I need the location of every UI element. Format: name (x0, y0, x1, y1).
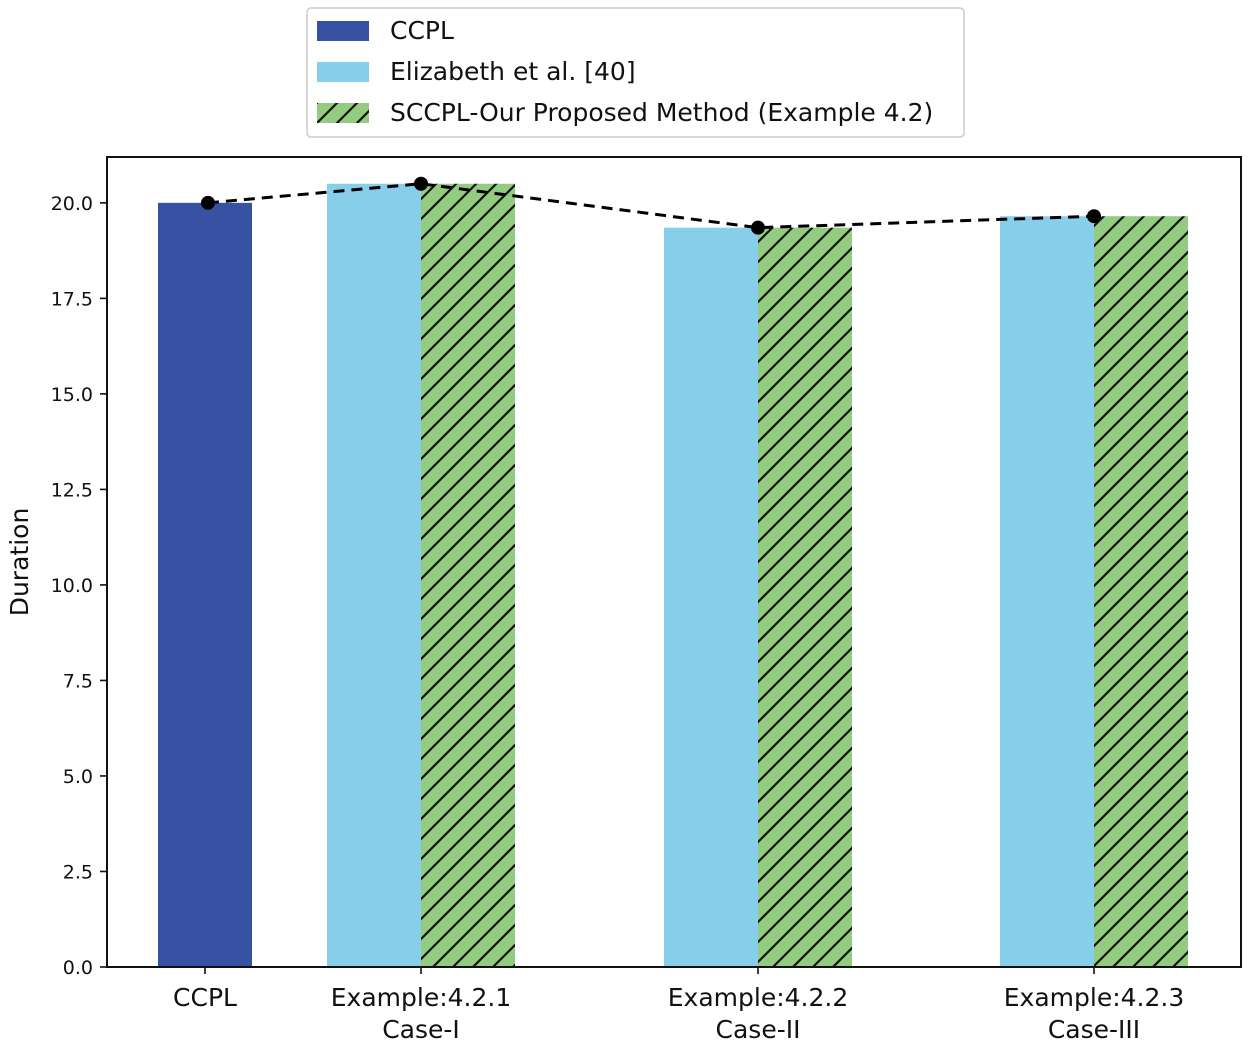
bar-elizabeth-3 (1000, 216, 1094, 968)
y-tick-label: 12.5 (51, 479, 93, 501)
legend-frame (306, 7, 965, 138)
y-tick-label: 15.0 (51, 384, 93, 406)
bar-sccpl-3 (1094, 216, 1188, 968)
trend-point (414, 176, 428, 191)
y-tick-label: 0.0 (63, 957, 93, 979)
legend: CCPL Elizabeth et al. [40] SCCPL-Our Pro… (306, 7, 965, 138)
y-tick-label: 7.5 (63, 670, 93, 692)
x-axis-ticks: CCPL Example:4.2.1 Case-I Example:4.2.2 Case… (173, 967, 1184, 1044)
legend-entry-sccpl: SCCPL-Our Proposed Method (Example 4.2) (317, 98, 933, 127)
bar-ccpl-0 (158, 202, 252, 967)
bar-elizabeth-1 (327, 183, 421, 967)
x-tick-sublabel: Case-I (382, 1015, 460, 1044)
y-axis-ticks: 0.0 2.5 5.0 7.5 10.0 12.5 15.0 17.5 20.0 (51, 193, 107, 979)
legend-swatch-sccpl (317, 103, 369, 123)
x-tick-sublabel: Case-II (716, 1015, 801, 1044)
trend-point (201, 195, 215, 210)
legend-swatch-elizabeth (317, 62, 369, 82)
bar-sccpl-1 (421, 183, 515, 967)
legend-label-ccpl: CCPL (390, 16, 454, 45)
legend-label-elizabeth: Elizabeth et al. [40] (390, 57, 636, 86)
bar-sccpl-2 (758, 227, 852, 967)
plot-frame (106, 156, 1242, 968)
y-tick-label: 17.5 (51, 288, 93, 310)
y-tick-label: 5.0 (63, 766, 93, 788)
x-tick-sublabel: Case-III (1048, 1015, 1140, 1044)
y-tick-label: 10.0 (51, 575, 93, 597)
trend-point (1087, 209, 1101, 224)
x-tick-label: Example:4.2.3 (1004, 983, 1185, 1012)
bar-elizabeth-2 (664, 227, 758, 967)
trend-polyline (207, 182, 1095, 230)
trend-point (751, 220, 765, 235)
bars (158, 183, 1188, 968)
legend-swatch-ccpl (317, 21, 369, 41)
legend-entry-elizabeth: Elizabeth et al. [40] (317, 57, 636, 86)
legend-label-sccpl: SCCPL-Our Proposed Method (Example 4.2) (390, 98, 933, 127)
y-tick-label: 2.5 (63, 861, 93, 883)
y-axis-label: Duration (5, 508, 34, 617)
x-tick-label: Example:4.2.1 (331, 983, 512, 1012)
y-tick-label: 20.0 (51, 193, 93, 215)
trend-line (201, 176, 1101, 235)
x-tick-label: Example:4.2.2 (668, 983, 849, 1012)
x-tick-label: CCPL (173, 983, 237, 1012)
legend-entry-ccpl: CCPL (317, 16, 454, 45)
